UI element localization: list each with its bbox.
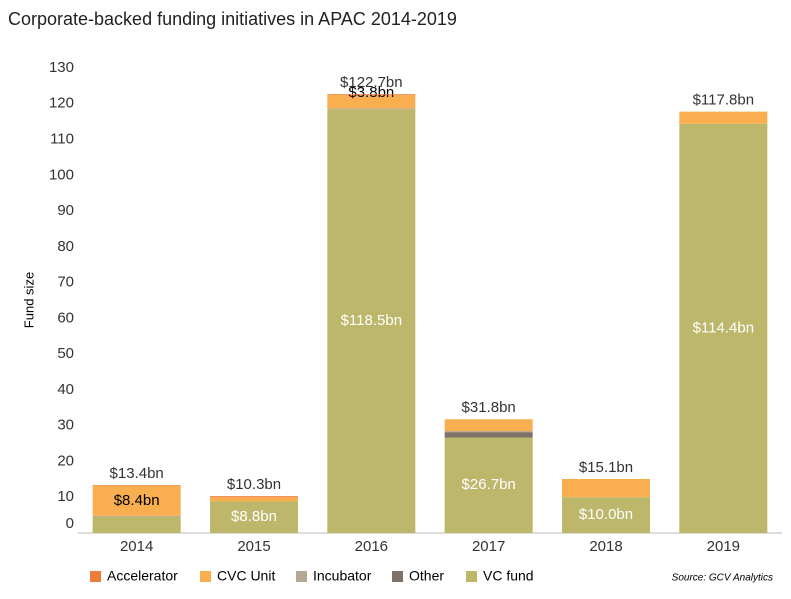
data-label: $26.7bn	[462, 476, 516, 493]
data-label: $8.8bn	[231, 508, 277, 525]
data-label: $8.4bn	[114, 492, 160, 509]
total-label: $15.1bn	[579, 459, 633, 476]
bar-segment	[327, 108, 416, 110]
bar-segment	[92, 485, 181, 516]
legend-swatch	[90, 571, 101, 582]
y-axis-label: Fund size	[21, 272, 36, 328]
y-tick-label: 40	[57, 381, 74, 398]
legend-swatch	[466, 571, 477, 582]
data-label: $114.4bn	[693, 319, 754, 336]
total-label: $31.8bn	[462, 399, 516, 416]
y-tick-label: 30	[57, 417, 74, 434]
x-tick-label: 2017	[472, 538, 505, 555]
y-tick-label: 70	[57, 274, 74, 291]
bar-segment	[210, 497, 298, 502]
total-label: $122.7bn	[340, 74, 403, 91]
bar-segment	[210, 496, 298, 498]
y-tick-label: 50	[57, 345, 74, 362]
y-tick-label: 20	[57, 452, 74, 469]
x-tick-label: 2019	[707, 538, 740, 555]
y-tick-label: 0	[66, 515, 74, 532]
legend-swatch	[200, 571, 211, 582]
x-tick-label: 2015	[237, 538, 270, 555]
data-label: $10.0bn	[579, 506, 633, 523]
data-label: $3.8bn	[348, 84, 394, 101]
bar-segment	[92, 485, 181, 486]
legend-label: Incubator	[313, 568, 372, 584]
bar-segment	[444, 432, 533, 438]
y-tick-label: 80	[57, 238, 74, 255]
bar-segment	[92, 515, 181, 517]
total-label: $117.8bn	[693, 92, 754, 109]
y-tick-label: 100	[49, 166, 74, 183]
bar-segment	[444, 419, 533, 432]
source: Source: GCV Analytics	[672, 573, 773, 584]
x-tick-label: 2014	[120, 538, 153, 555]
total-label: $10.3bn	[227, 476, 281, 493]
legend-swatch	[296, 571, 307, 582]
bar-segment	[562, 497, 650, 533]
bar-segment	[210, 501, 298, 533]
bar-segment	[679, 111, 768, 124]
y-tick-label: 10	[57, 488, 74, 505]
data-label: $118.5bn	[341, 312, 402, 329]
legend-label: VC fund	[483, 568, 534, 584]
bar-segment	[444, 437, 533, 533]
bar-segment	[679, 123, 768, 534]
y-tick-label: 60	[57, 309, 74, 326]
legend-label: Accelerator	[107, 568, 178, 584]
bar-segment	[327, 94, 416, 95]
x-tick-label: 2016	[355, 538, 388, 555]
y-tick-label: 90	[57, 202, 74, 219]
y-tick-label: 120	[49, 95, 74, 112]
bar-segment	[92, 516, 181, 533]
bar-segment	[327, 109, 416, 533]
legend-swatch	[392, 571, 403, 582]
bar-segment	[562, 478, 650, 498]
legend-label: CVC Unit	[217, 568, 275, 584]
chart-title: Corporate-backed funding initiatives in …	[8, 9, 457, 29]
total-label: $13.4bn	[110, 465, 164, 482]
x-tick-label: 2018	[589, 538, 622, 555]
y-tick-label: 130	[49, 59, 74, 76]
legend-label: Other	[409, 568, 444, 584]
y-tick-label: 110	[50, 131, 74, 148]
bar-segment	[327, 94, 416, 109]
bar-segment	[444, 431, 533, 433]
